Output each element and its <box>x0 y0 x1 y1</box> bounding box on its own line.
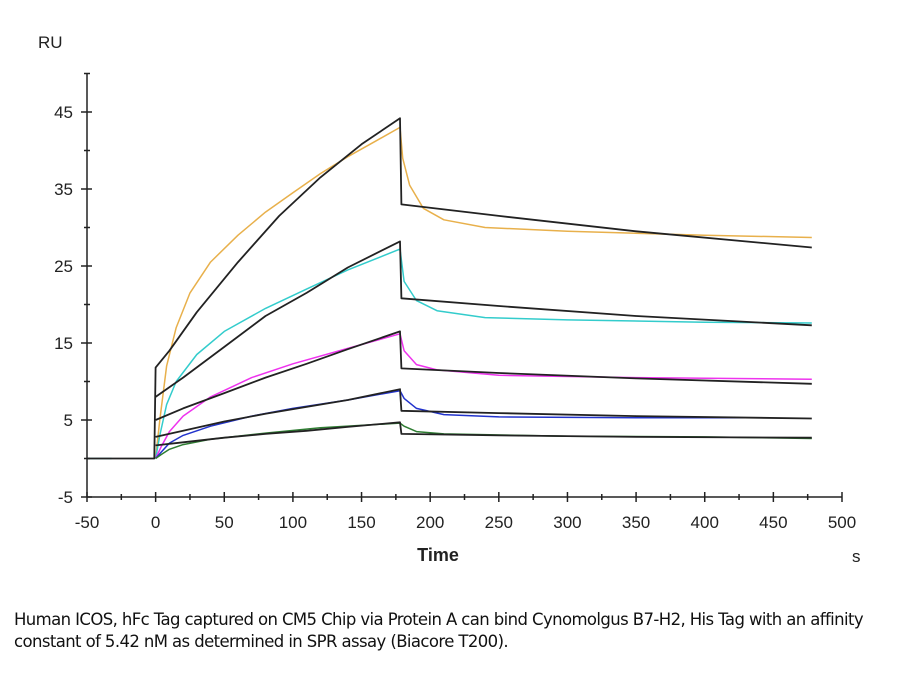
ticks-layer: -50 0 50 100 150 200 250 300 350 400 450 500 -5 5 15 25… <box>54 72 856 532</box>
series-line-data-3 <box>154 333 812 459</box>
series-line-fit-5 <box>155 421 812 447</box>
x-tick-label: 450 <box>759 513 787 532</box>
series-line-fit-3 <box>155 330 812 421</box>
x-axis-title: Time <box>417 545 459 565</box>
x-tick-label: -50 <box>75 513 100 532</box>
series-line-fit-2 <box>155 240 812 398</box>
x-tick-label: 0 <box>151 513 160 532</box>
x-tick-label: 250 <box>485 513 513 532</box>
x-tick-label: 400 <box>691 513 719 532</box>
y-tick-label: 45 <box>54 103 73 122</box>
x-tick-label: 150 <box>347 513 375 532</box>
x-tick-label: 500 <box>828 513 856 532</box>
y-tick-label: 5 <box>64 411 73 430</box>
series-layer <box>87 117 812 460</box>
x-tick-label: 50 <box>215 513 234 532</box>
x-tick-label: 200 <box>416 513 444 532</box>
x-tick-label: 100 <box>279 513 307 532</box>
series-line-fit-1 <box>87 117 812 460</box>
x-tick-label: 300 <box>553 513 581 532</box>
figure-caption: Human ICOS, hFc Tag captured on CM5 Chip… <box>14 610 864 651</box>
series-line-data-5 <box>155 422 812 460</box>
series-line-data-1 <box>154 126 812 459</box>
sensorgram-chart: -50 0 50 100 150 200 250 300 350 400 450 500 -5 5 15 25… <box>38 33 861 566</box>
y-axis-label: RU <box>38 33 63 52</box>
x-axis-unit: s <box>852 547 861 566</box>
y-tick-label: 25 <box>54 257 73 276</box>
x-tick-label: 350 <box>622 513 650 532</box>
series-line-fit-4 <box>155 388 812 438</box>
series-line-data-2 <box>154 248 812 459</box>
y-tick-label: 15 <box>54 334 73 353</box>
y-tick-label: -5 <box>58 488 73 507</box>
y-tick-label: 35 <box>54 180 73 199</box>
series-line-data-4 <box>155 389 746 459</box>
